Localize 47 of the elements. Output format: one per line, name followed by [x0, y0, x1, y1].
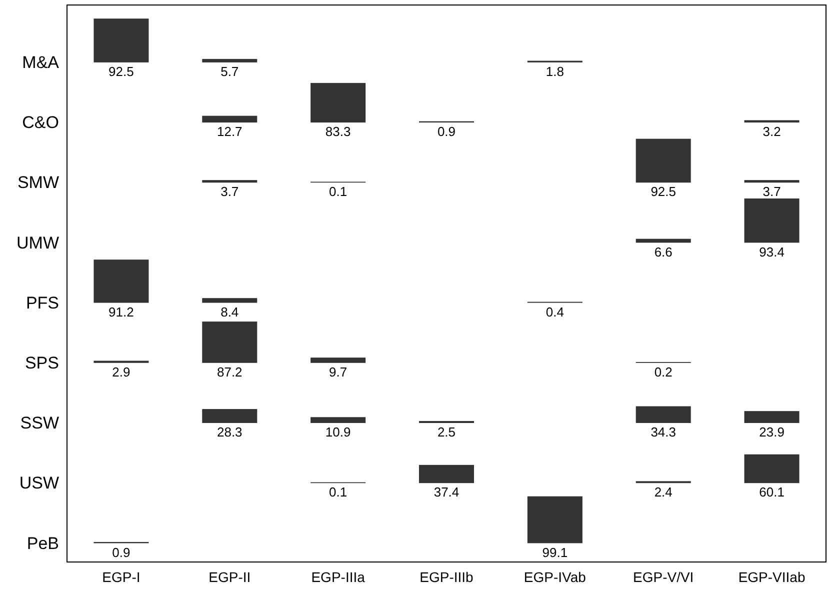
- data-label: 0.1: [329, 184, 348, 200]
- data-label: 2.5: [437, 424, 456, 440]
- data-label: 0.4: [546, 304, 564, 320]
- data-label: 1.8: [546, 64, 564, 79]
- data-label: 2.4: [654, 484, 672, 500]
- data-label: 37.4: [434, 484, 460, 500]
- y-tick-label: PFS: [26, 293, 59, 312]
- data-label: 87.2: [216, 364, 242, 380]
- data-label: 23.9: [759, 424, 784, 440]
- y-tick-label: C&O: [22, 113, 59, 132]
- x-tick-label: EGP-I: [102, 569, 140, 585]
- data-label: 0.9: [112, 544, 130, 560]
- data-label: 3.2: [762, 124, 781, 140]
- data-label: 12.7: [216, 124, 242, 140]
- y-tick-label: USW: [19, 474, 59, 493]
- data-label: 34.3: [650, 424, 676, 440]
- data-label: 92.5: [108, 64, 134, 79]
- data-label: 28.3: [216, 424, 242, 440]
- x-tick-label: EGP-V/VI: [633, 569, 694, 585]
- data-label: 3.7: [762, 184, 781, 200]
- data-label: 3.7: [220, 184, 239, 200]
- x-tick-label: EGP-IVab: [524, 569, 586, 585]
- data-label: 0.9: [437, 124, 456, 140]
- y-tick-label: UMW: [16, 233, 59, 252]
- x-tick-label: EGP-IIIa: [311, 569, 366, 585]
- data-label: 92.5: [650, 184, 676, 200]
- data-label: 9.7: [329, 364, 348, 380]
- y-tick-label: SSW: [20, 414, 59, 433]
- data-label: 5.7: [220, 64, 239, 79]
- data-label: 83.3: [325, 124, 351, 140]
- data-label: 0.1: [329, 484, 348, 500]
- data-label: 10.9: [325, 424, 351, 440]
- x-tick-label: EGP-II: [208, 569, 251, 585]
- y-tick-label: SPS: [24, 354, 59, 372]
- data-label: 8.4: [220, 304, 239, 320]
- data-label: 91.2: [108, 304, 134, 320]
- y-tick-label: SMW: [17, 173, 59, 192]
- x-tick-label: EGP-VIIab: [738, 569, 806, 585]
- data-label: 93.4: [759, 244, 784, 260]
- data-label: 2.9: [112, 364, 130, 380]
- x-tick-label: EGP-IIIb: [420, 569, 474, 585]
- data-label: 6.6: [654, 244, 672, 260]
- data-label: 60.1: [759, 484, 784, 500]
- y-tick-label: M&A: [22, 53, 60, 72]
- data-label: 0.2: [654, 364, 672, 380]
- y-tick-label: PeB: [26, 534, 59, 553]
- data-label: 99.1: [542, 544, 568, 560]
